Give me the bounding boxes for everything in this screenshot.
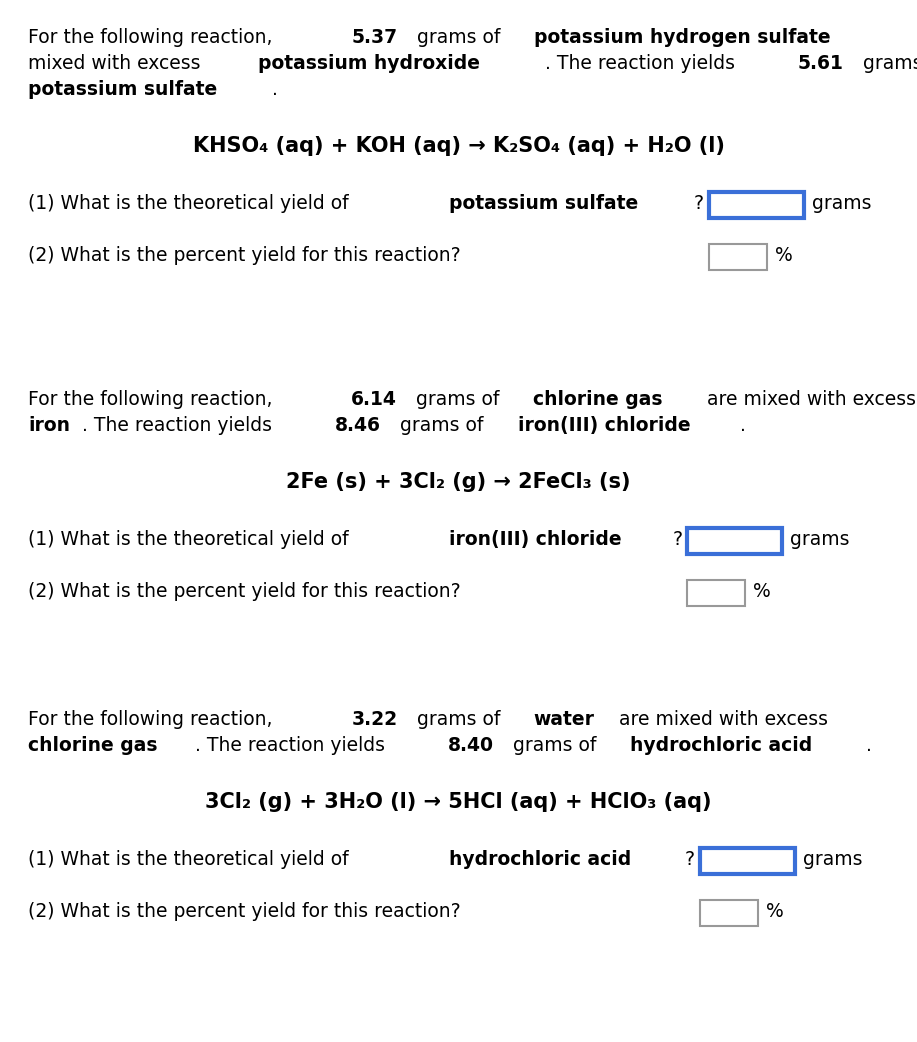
- Text: ?: ?: [685, 850, 694, 869]
- Text: . The reaction yields: . The reaction yields: [545, 54, 741, 73]
- Text: For the following reaction,: For the following reaction,: [28, 28, 279, 47]
- Text: grams of: grams of: [411, 28, 506, 47]
- Text: (1) What is the theoretical yield of: (1) What is the theoretical yield of: [28, 850, 355, 869]
- Text: 8.40: 8.40: [448, 736, 494, 755]
- Text: (1) What is the theoretical yield of: (1) What is the theoretical yield of: [28, 194, 355, 213]
- Text: are mixed with excess: are mixed with excess: [701, 390, 915, 410]
- Bar: [700, 900, 757, 926]
- Text: potassium sulfate: potassium sulfate: [449, 194, 639, 213]
- Text: are mixed with excess: are mixed with excess: [613, 710, 827, 729]
- Text: chlorine gas: chlorine gas: [534, 390, 663, 410]
- Text: 5.61: 5.61: [798, 54, 844, 73]
- Text: 3Cl₂ (g) + 3H₂O (l) → 5HCl (aq) + HClO₃ (aq): 3Cl₂ (g) + 3H₂O (l) → 5HCl (aq) + HClO₃ …: [205, 792, 712, 812]
- Text: . The reaction yields: . The reaction yields: [195, 736, 391, 755]
- Bar: [687, 528, 782, 554]
- Text: 8.46: 8.46: [335, 416, 381, 435]
- Bar: [709, 244, 767, 270]
- Text: grams: grams: [790, 530, 849, 549]
- Text: iron(III) chloride: iron(III) chloride: [449, 530, 622, 549]
- Text: (2) What is the percent yield for this reaction?: (2) What is the percent yield for this r…: [28, 246, 460, 265]
- Text: grams of: grams of: [411, 710, 506, 729]
- Text: grams: grams: [802, 850, 862, 869]
- Text: iron(III) chloride: iron(III) chloride: [517, 416, 691, 435]
- Text: water: water: [534, 710, 595, 729]
- Text: potassium hydrogen sulfate: potassium hydrogen sulfate: [534, 28, 831, 47]
- Text: (2) What is the percent yield for this reaction?: (2) What is the percent yield for this r…: [28, 902, 460, 921]
- Text: ?: ?: [672, 530, 682, 549]
- Text: .: .: [740, 416, 746, 435]
- Text: %: %: [766, 902, 783, 921]
- Text: . The reaction yields: . The reaction yields: [83, 416, 278, 435]
- Text: hydrochloric acid: hydrochloric acid: [630, 736, 812, 755]
- Text: .: .: [272, 80, 278, 99]
- Text: hydrochloric acid: hydrochloric acid: [449, 850, 632, 869]
- Text: (1) What is the theoretical yield of: (1) What is the theoretical yield of: [28, 530, 355, 549]
- Bar: [687, 580, 746, 606]
- Bar: [700, 848, 794, 874]
- Text: 3.22: 3.22: [351, 710, 397, 729]
- Text: For the following reaction,: For the following reaction,: [28, 710, 279, 729]
- Text: (2) What is the percent yield for this reaction?: (2) What is the percent yield for this r…: [28, 582, 460, 601]
- Text: iron: iron: [28, 416, 70, 435]
- Text: For the following reaction,: For the following reaction,: [28, 390, 279, 410]
- Text: potassium hydroxide: potassium hydroxide: [259, 54, 481, 73]
- Text: 2Fe (s) + 3Cl₂ (g) → 2FeCl₃ (s): 2Fe (s) + 3Cl₂ (g) → 2FeCl₃ (s): [286, 472, 631, 492]
- Text: KHSO₄ (aq) + KOH (aq) → K₂SO₄ (aq) + H₂O (l): KHSO₄ (aq) + KOH (aq) → K₂SO₄ (aq) + H₂O…: [193, 137, 724, 156]
- Text: %: %: [775, 246, 792, 265]
- Text: 6.14: 6.14: [351, 390, 397, 410]
- Text: %: %: [753, 582, 771, 601]
- Text: ?: ?: [693, 194, 703, 213]
- Text: chlorine gas: chlorine gas: [28, 736, 158, 755]
- Text: grams of: grams of: [411, 390, 506, 410]
- Text: 5.37: 5.37: [351, 28, 397, 47]
- Text: potassium sulfate: potassium sulfate: [28, 80, 217, 99]
- Text: mixed with excess: mixed with excess: [28, 54, 206, 73]
- Text: grams of: grams of: [856, 54, 917, 73]
- Text: grams of: grams of: [507, 736, 602, 755]
- Text: .: .: [866, 736, 871, 755]
- Text: grams of: grams of: [394, 416, 490, 435]
- Bar: [709, 192, 803, 218]
- Text: grams: grams: [812, 194, 871, 213]
